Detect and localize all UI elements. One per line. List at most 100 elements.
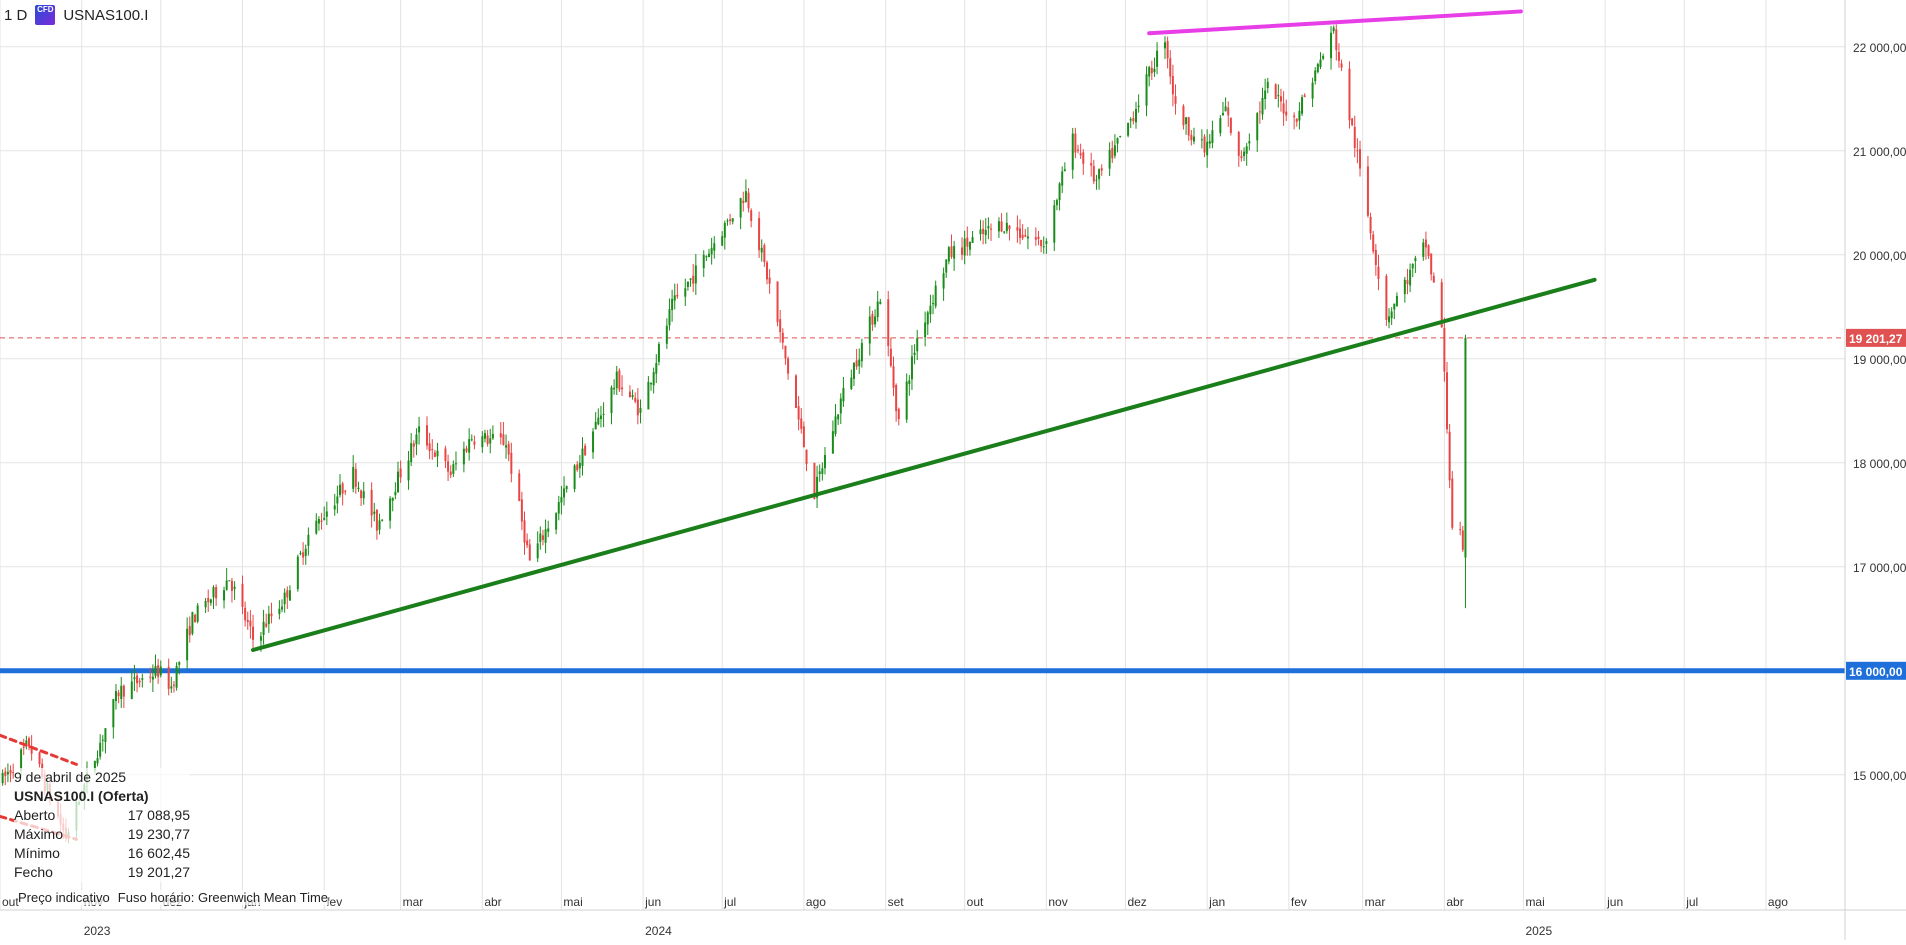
candle-body	[760, 247, 763, 253]
candle-body	[394, 491, 397, 496]
candle-body	[246, 619, 249, 623]
candle-body	[897, 408, 900, 420]
ohlc-info-box: 9 de abril de 2025 USNAS100.I (Oferta) A…	[14, 768, 190, 882]
candle-body	[1063, 169, 1066, 172]
candle-body	[821, 468, 824, 475]
candle-body	[136, 675, 139, 684]
candle-body	[963, 238, 966, 256]
x-year-label: 2023	[84, 924, 111, 938]
candle-body	[726, 220, 729, 222]
candle-body	[317, 519, 320, 524]
candle-body	[1340, 63, 1343, 68]
candle-body	[1356, 150, 1359, 152]
candle-body	[518, 473, 521, 501]
candle-body	[233, 586, 236, 590]
info-value: 16 602,45	[127, 845, 190, 861]
candle-body	[1432, 275, 1435, 283]
candle-body	[491, 433, 494, 439]
candle-body	[1095, 179, 1098, 181]
x-month-label: jul	[723, 895, 736, 909]
candle-body	[96, 758, 99, 764]
candle-body	[1332, 27, 1335, 32]
candle-body	[1, 772, 4, 784]
candle-body	[528, 544, 531, 561]
candle-body	[942, 273, 945, 289]
candle-body	[982, 228, 985, 234]
candle-body	[1279, 96, 1282, 102]
symbol-name[interactable]: USNAS100.I	[63, 6, 149, 24]
candle-body	[1156, 50, 1159, 67]
candle-body	[1366, 166, 1369, 216]
candle-body	[1229, 117, 1232, 133]
candle-body	[818, 471, 821, 475]
candle-body	[20, 749, 23, 771]
candle-body	[889, 348, 892, 366]
candle-body	[344, 490, 347, 492]
candle-body	[879, 301, 882, 304]
x-month-label: set	[888, 895, 905, 909]
candle-body	[1000, 221, 1003, 232]
candle-body	[934, 285, 937, 307]
candle-body	[1264, 90, 1267, 100]
candle-body	[1369, 216, 1372, 234]
candle-body	[1261, 97, 1264, 115]
candle-body	[1440, 282, 1443, 328]
candle-body	[215, 587, 218, 599]
candle-body	[689, 278, 692, 280]
candle-body	[763, 245, 766, 263]
candle-body	[188, 625, 191, 636]
candle-body	[1285, 111, 1288, 116]
candle-body	[968, 241, 971, 250]
candle-body	[341, 483, 344, 494]
candle-body	[702, 254, 705, 269]
candle-body	[573, 465, 576, 490]
candle-body	[613, 387, 616, 390]
candle-body	[1293, 115, 1296, 118]
candle-body	[1187, 117, 1190, 136]
candle-body	[1148, 67, 1151, 77]
x-month-label: jun	[1606, 895, 1623, 909]
candle-body	[1166, 41, 1169, 59]
candle-body	[1037, 236, 1040, 240]
candle-body	[304, 548, 307, 556]
candle-body	[831, 431, 834, 454]
candle-body	[1024, 235, 1027, 237]
candle-body	[908, 380, 911, 385]
timeframe-selector[interactable]: 1 D	[4, 6, 28, 24]
candle-body	[1377, 266, 1380, 279]
candle-body	[1258, 111, 1261, 113]
candle-body	[447, 461, 450, 472]
candle-body	[1348, 68, 1351, 121]
candle-body	[634, 397, 637, 402]
candle-body	[122, 685, 125, 697]
candle-body	[997, 221, 1000, 232]
candle-body	[805, 449, 808, 464]
candle-body	[12, 772, 15, 774]
candle-body	[1206, 141, 1209, 156]
candle-body	[1359, 149, 1362, 169]
candle-body	[1153, 68, 1156, 73]
candle-body	[1203, 136, 1206, 153]
candle-body	[1393, 303, 1396, 310]
footer-note: Preço indicativo Fuso horário: Greenwich…	[18, 890, 329, 905]
trendline	[251, 277, 1597, 652]
candle-body	[452, 464, 455, 474]
candle-body	[671, 298, 674, 311]
candle-body	[576, 464, 579, 471]
candle-body	[151, 676, 154, 680]
candle-body	[431, 449, 434, 451]
candle-body	[1322, 55, 1325, 59]
candle-body	[905, 381, 908, 420]
candle-body	[1372, 234, 1375, 252]
candle-body	[196, 605, 199, 622]
candle-body	[723, 222, 726, 238]
candle-body	[852, 363, 855, 379]
candle-body	[38, 752, 41, 765]
candle-body	[1185, 117, 1188, 125]
candle-body	[694, 265, 697, 284]
candle-body	[1298, 110, 1301, 121]
candle-body	[850, 377, 853, 389]
